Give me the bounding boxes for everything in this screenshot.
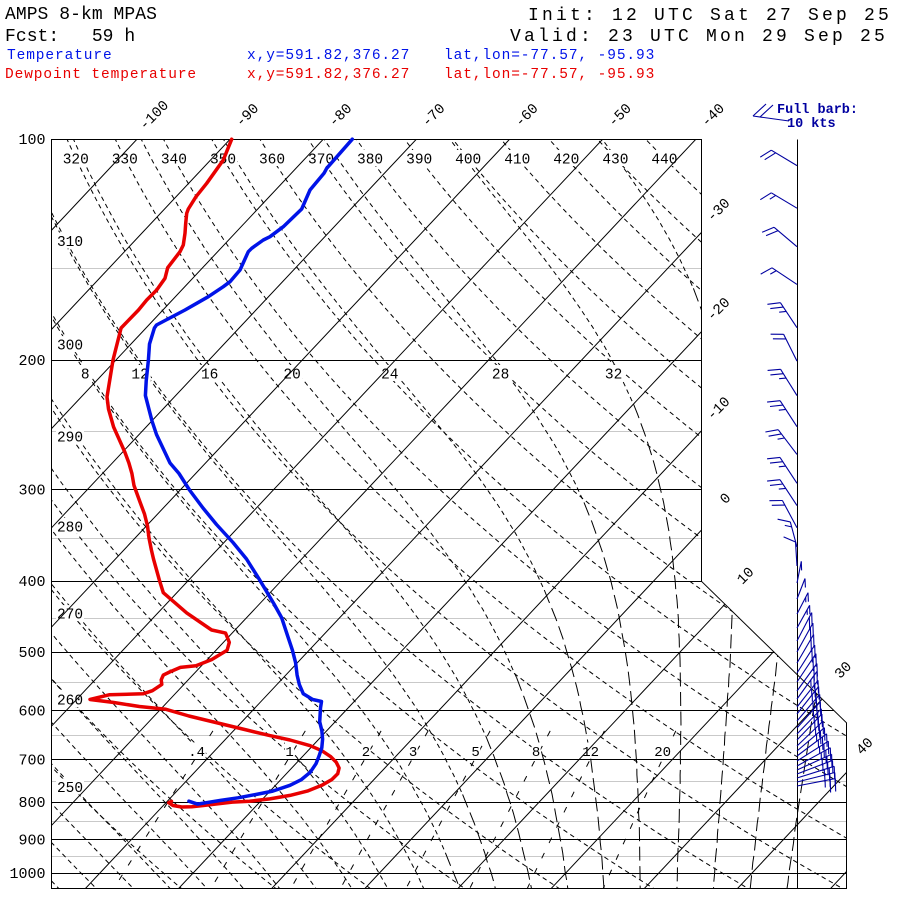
svg-text:20: 20 bbox=[654, 745, 671, 761]
svg-text:260: 260 bbox=[57, 694, 83, 710]
svg-text:900: 900 bbox=[18, 833, 45, 850]
svg-text:Temperature: Temperature bbox=[7, 48, 113, 64]
svg-text:340: 340 bbox=[161, 153, 187, 169]
svg-text:250: 250 bbox=[57, 781, 83, 797]
svg-text:500: 500 bbox=[18, 645, 45, 662]
svg-text:28: 28 bbox=[492, 368, 509, 384]
svg-text:3: 3 bbox=[409, 745, 417, 761]
svg-text:20: 20 bbox=[283, 368, 300, 384]
svg-text:12: 12 bbox=[582, 745, 599, 761]
svg-text:x,y=591.82,376.27: x,y=591.82,376.27 bbox=[247, 67, 410, 83]
svg-text:360: 360 bbox=[259, 153, 285, 169]
svg-text:8: 8 bbox=[532, 745, 540, 761]
svg-text:16: 16 bbox=[201, 368, 218, 384]
svg-text:Dewpoint temperature: Dewpoint temperature bbox=[5, 67, 197, 83]
svg-text:32: 32 bbox=[605, 368, 622, 384]
svg-text:400: 400 bbox=[455, 153, 481, 169]
svg-text:AMPS 8-km MPAS: AMPS 8-km MPAS bbox=[5, 5, 157, 25]
svg-text:280: 280 bbox=[57, 520, 83, 536]
svg-text:290: 290 bbox=[57, 431, 83, 447]
svg-text:370: 370 bbox=[308, 153, 334, 169]
svg-text:300: 300 bbox=[18, 482, 45, 499]
svg-text:Valid: 23 UTC Mon 29 Sep 25: Valid: 23 UTC Mon 29 Sep 25 bbox=[510, 27, 888, 47]
svg-text:12: 12 bbox=[131, 368, 148, 384]
svg-text:330: 330 bbox=[112, 153, 138, 169]
svg-text:10 kts: 10 kts bbox=[787, 117, 836, 132]
svg-text:Init: 12 UTC Sat 27 Sep 25: Init: 12 UTC Sat 27 Sep 25 bbox=[528, 6, 892, 26]
svg-text:5: 5 bbox=[471, 745, 479, 761]
svg-text:320: 320 bbox=[63, 153, 89, 169]
svg-text:430: 430 bbox=[602, 153, 628, 169]
svg-text:420: 420 bbox=[553, 153, 579, 169]
svg-text:1000: 1000 bbox=[9, 866, 45, 883]
svg-text:200: 200 bbox=[18, 353, 45, 370]
svg-text:x,y=591.82,376.27: x,y=591.82,376.27 bbox=[247, 48, 410, 64]
svg-text:800: 800 bbox=[18, 795, 45, 812]
svg-text:8: 8 bbox=[81, 368, 90, 384]
svg-text:410: 410 bbox=[504, 153, 530, 169]
svg-text:Fcst: 59 h: Fcst: 59 h bbox=[5, 27, 135, 47]
svg-text:1: 1 bbox=[285, 745, 293, 761]
svg-text:300: 300 bbox=[57, 339, 83, 355]
svg-text:Full barb:: Full barb: bbox=[777, 103, 858, 118]
svg-text:lat,lon=-77.57, -95.93: lat,lon=-77.57, -95.93 bbox=[444, 67, 655, 83]
svg-text:380: 380 bbox=[357, 153, 383, 169]
svg-text:2: 2 bbox=[362, 745, 370, 761]
svg-text:440: 440 bbox=[651, 153, 677, 169]
svg-text:390: 390 bbox=[406, 153, 432, 169]
svg-text:.4: .4 bbox=[188, 745, 205, 761]
svg-text:600: 600 bbox=[18, 703, 45, 720]
svg-text:310: 310 bbox=[57, 235, 83, 251]
svg-text:lat,lon=-77.57, -95.93: lat,lon=-77.57, -95.93 bbox=[444, 48, 655, 64]
svg-text:270: 270 bbox=[57, 608, 83, 624]
svg-text:400: 400 bbox=[18, 574, 45, 591]
svg-text:700: 700 bbox=[18, 753, 45, 770]
svg-text:24: 24 bbox=[381, 368, 398, 384]
svg-text:100: 100 bbox=[18, 132, 45, 149]
